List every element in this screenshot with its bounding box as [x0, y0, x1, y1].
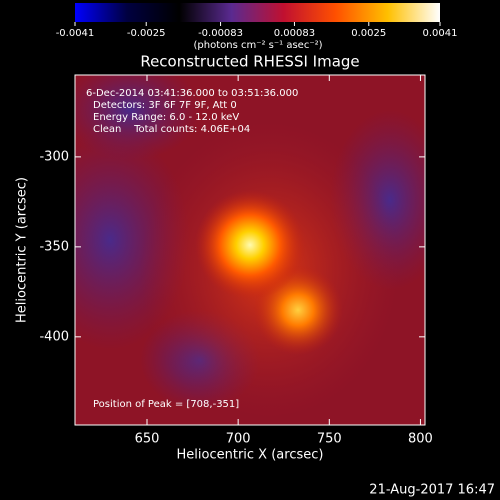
x-tick-label: 650 [135, 432, 160, 447]
y-tick-label: -300 [39, 149, 69, 164]
y-tick-label: -350 [39, 239, 69, 254]
timestamp: 21-Aug-2017 16:47 [369, 483, 495, 498]
y-tick-label: -400 [39, 329, 69, 344]
colorbar [75, 3, 440, 22]
colorbar-label: (photons cm⁻² s⁻¹ asec⁻²) [193, 40, 322, 51]
x-tick-label: 700 [226, 432, 251, 447]
colorbar-tick-label: -0.00083 [198, 28, 243, 39]
annotation: Energy Range: 6.0 - 12.0 keV [93, 112, 239, 123]
image [75, 75, 425, 425]
peak-label: Position of Peak = [708,-351] [93, 399, 239, 410]
colorbar-tick-label: 0.0041 [423, 28, 458, 39]
colorbar-tick-label: 0.00083 [274, 28, 315, 39]
annotation: Clean Total counts: 4.06E+04 [93, 124, 250, 135]
chart-title: Reconstructed RHESSI Image [140, 53, 359, 71]
colorbar-tick-label: -0.0025 [127, 28, 166, 39]
colorbar-tick-label: 0.0025 [351, 28, 386, 39]
colorbar-tick-label: -0.0041 [56, 28, 95, 39]
y-axis-label: Heliocentric Y (arcsec) [15, 177, 30, 323]
x-tick-label: 800 [408, 432, 433, 447]
annotation: 6-Dec-2014 03:41:36.000 to 03:51:36.000 [86, 88, 298, 99]
x-tick-label: 750 [317, 432, 342, 447]
annotation: Detectors: 3F 6F 7F 9F, Att 0 [93, 100, 237, 111]
plot-frame [74, 74, 426, 426]
x-axis-label: Heliocentric X (arcsec) [177, 448, 324, 463]
